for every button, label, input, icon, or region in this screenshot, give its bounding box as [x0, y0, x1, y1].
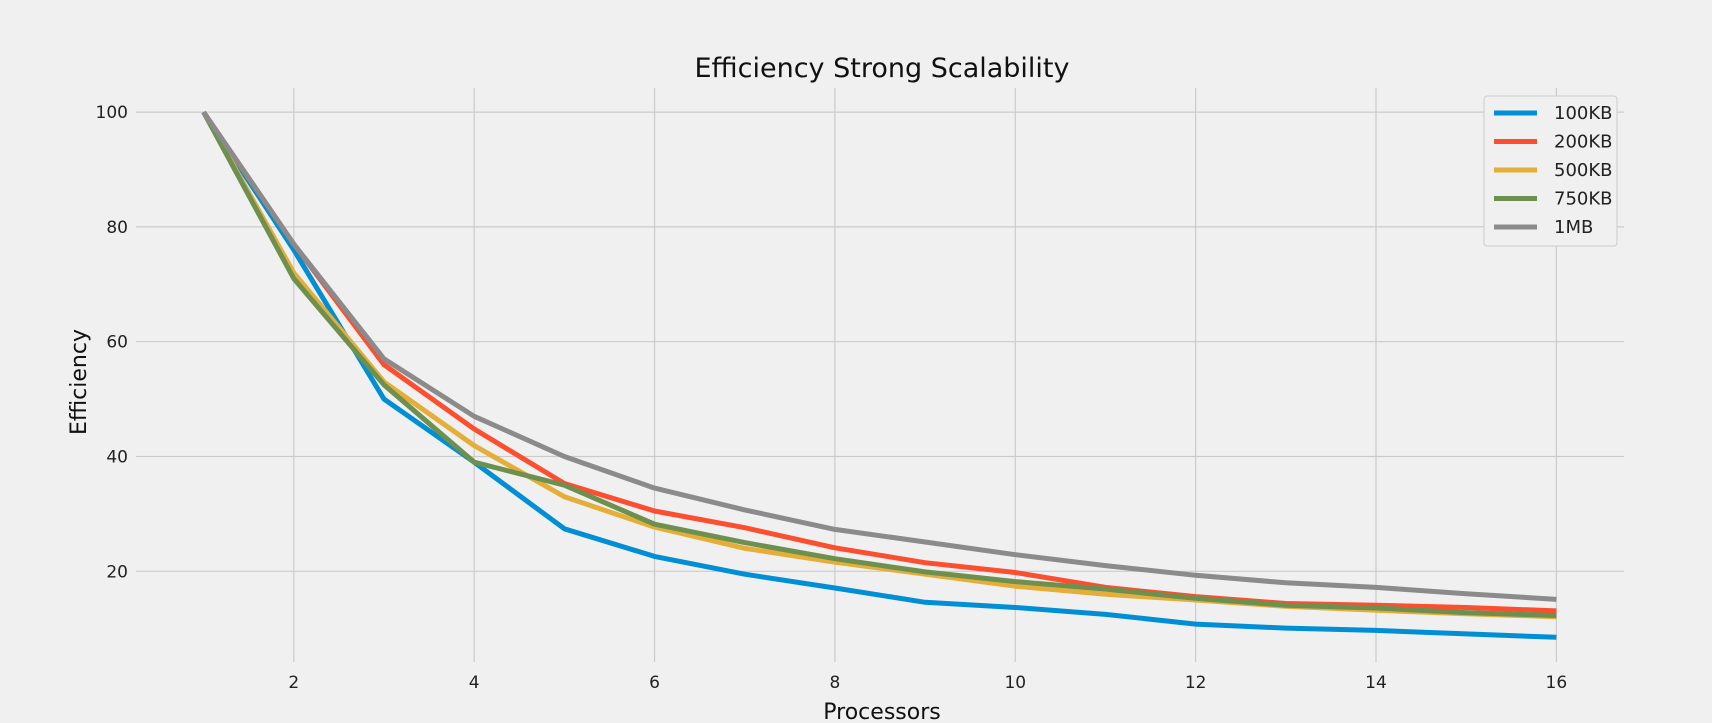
legend: 100KB 200KB 500KB 750KB 1MB	[1483, 95, 1618, 247]
y-axis-label: Efficiency	[67, 329, 92, 435]
x-tick-label: 4	[469, 673, 480, 693]
series-lines	[201, 110, 1557, 640]
legend-label-750kb: 750KB	[1554, 189, 1613, 210]
x-tick-label: 8	[829, 673, 840, 693]
x-tick-label: 14	[1365, 673, 1387, 693]
chart-title: Efficiency Strong Scalability	[694, 53, 1069, 84]
series-line-1mb	[201, 110, 1557, 602]
legend-label-1mb: 1MB	[1554, 217, 1593, 238]
y-tick-label: 100	[96, 103, 128, 123]
legend-label-100kb: 100KB	[1554, 103, 1613, 124]
x-tick-label: 6	[649, 673, 660, 693]
x-tick-label: 16	[1546, 673, 1568, 693]
x-tick-label: 12	[1185, 673, 1207, 693]
series-line-100kb	[201, 110, 1557, 640]
y-tick-label: 20	[106, 562, 128, 582]
x-axis-label: Processors	[823, 700, 940, 723]
y-tick-label: 80	[106, 218, 128, 238]
legend-box	[1483, 95, 1618, 247]
legend-label-200kb: 200KB	[1554, 132, 1613, 153]
y-tick-label: 60	[106, 333, 128, 353]
legend-label-500kb: 500KB	[1554, 160, 1613, 181]
tick-labels: 2 4 6 8 10 12 14 16 20 40 60 80 100	[96, 103, 1568, 693]
x-tick-label: 10	[1004, 673, 1026, 693]
series-line-750kb	[201, 110, 1557, 618]
x-tick-label: 2	[288, 673, 299, 693]
y-tick-label: 40	[106, 448, 128, 468]
